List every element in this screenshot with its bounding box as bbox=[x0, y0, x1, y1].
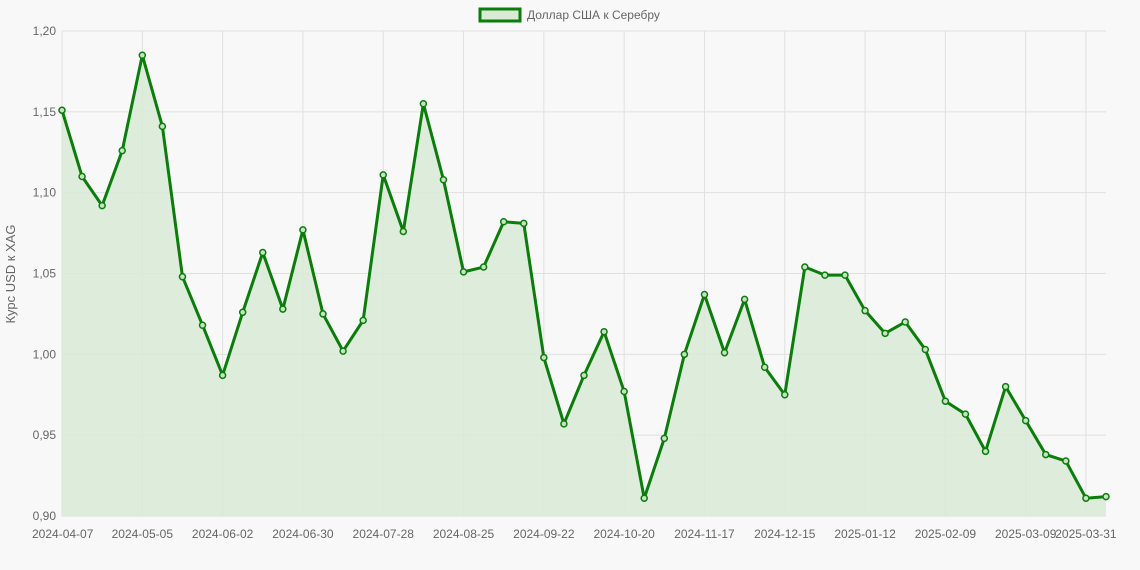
x-tick-label: 2024-12-15 bbox=[754, 527, 816, 541]
x-tick-label: 2025-03-09 bbox=[995, 527, 1057, 541]
data-point[interactable] bbox=[781, 391, 789, 399]
data-point[interactable] bbox=[801, 263, 809, 271]
legend-swatch[interactable] bbox=[478, 7, 522, 23]
data-point[interactable] bbox=[238, 308, 247, 317]
data-point[interactable] bbox=[118, 146, 126, 155]
data-point[interactable] bbox=[98, 201, 106, 210]
x-tick-label: 2024-10-20 bbox=[593, 527, 655, 541]
data-point[interactable] bbox=[178, 272, 187, 281]
x-tick-label: 2025-02-09 bbox=[915, 527, 977, 541]
y-tick-label: 1,10 bbox=[33, 186, 57, 200]
data-point[interactable] bbox=[901, 318, 909, 326]
x-tick-labels: 2024-04-07 2024-05-05 2024-06-02 2024-06-30… bbox=[32, 527, 1117, 541]
data-point[interactable] bbox=[881, 329, 889, 338]
data-point[interactable] bbox=[580, 371, 588, 380]
data-point[interactable] bbox=[1042, 450, 1050, 459]
data-point[interactable] bbox=[821, 271, 829, 279]
data-point[interactable] bbox=[399, 227, 408, 236]
x-tick-label: 2024-11-17 bbox=[674, 527, 735, 541]
point-layer bbox=[58, 51, 1110, 502]
data-point[interactable] bbox=[620, 387, 628, 396]
data-point[interactable] bbox=[1062, 457, 1070, 465]
data-point[interactable] bbox=[760, 363, 769, 372]
data-point[interactable] bbox=[1082, 494, 1090, 502]
data-point[interactable] bbox=[640, 494, 648, 502]
data-point[interactable] bbox=[861, 306, 869, 315]
data-point[interactable] bbox=[720, 348, 729, 357]
data-point[interactable] bbox=[198, 321, 207, 329]
data-point[interactable] bbox=[660, 434, 669, 443]
y-tick-label: 1,00 bbox=[33, 347, 57, 361]
x-tick-label: 2024-06-30 bbox=[272, 527, 334, 541]
data-point[interactable] bbox=[419, 100, 428, 108]
data-point[interactable] bbox=[339, 347, 347, 355]
x-tick-label: 2024-05-05 bbox=[112, 527, 174, 541]
data-point[interactable] bbox=[58, 106, 66, 114]
data-point[interactable] bbox=[941, 397, 950, 405]
data-point[interactable] bbox=[78, 172, 86, 181]
data-point[interactable] bbox=[680, 350, 689, 359]
data-point[interactable] bbox=[540, 353, 548, 362]
data-point[interactable] bbox=[600, 327, 608, 336]
data-point[interactable] bbox=[520, 219, 528, 228]
data-point[interactable] bbox=[921, 345, 930, 354]
y-tick-label: 1,20 bbox=[33, 24, 57, 38]
data-point[interactable] bbox=[299, 226, 307, 234]
series-area bbox=[62, 55, 1106, 516]
data-point[interactable] bbox=[259, 248, 267, 257]
x-tick-label: 2024-09-22 bbox=[513, 527, 575, 541]
data-point[interactable] bbox=[218, 371, 227, 380]
data-point[interactable] bbox=[459, 268, 468, 276]
y-tick-labels: 0,90 0,95 1,00 1,05 1,10 1,15 1,20 bbox=[33, 24, 57, 523]
x-tick-label: 2024-04-07 bbox=[32, 527, 94, 541]
data-point[interactable] bbox=[700, 290, 709, 299]
x-tick-label: 2024-06-02 bbox=[192, 527, 254, 541]
data-point[interactable] bbox=[439, 175, 448, 184]
area-layer bbox=[62, 55, 1106, 516]
data-point[interactable] bbox=[981, 447, 990, 456]
data-point[interactable] bbox=[379, 171, 387, 179]
data-point[interactable] bbox=[319, 310, 327, 318]
data-point[interactable] bbox=[1001, 382, 1010, 391]
data-point[interactable] bbox=[279, 305, 287, 313]
data-point[interactable] bbox=[138, 51, 147, 59]
data-point[interactable] bbox=[740, 295, 749, 304]
y-axis-title: Курс USD к XAG bbox=[3, 224, 18, 323]
data-point[interactable] bbox=[479, 263, 488, 271]
x-tick-label: 2024-07-28 bbox=[353, 527, 415, 541]
y-tick-label: 0,90 bbox=[33, 509, 57, 523]
y-tick-label: 0,95 bbox=[33, 428, 57, 442]
data-point[interactable] bbox=[841, 271, 849, 279]
legend-label[interactable]: Доллар США к Серебру bbox=[527, 8, 660, 22]
x-tick-label: 2025-03-31 bbox=[1055, 527, 1117, 541]
legend[interactable]: Доллар США к Серебру bbox=[478, 7, 660, 23]
y-tick-label: 1,15 bbox=[33, 105, 57, 119]
data-point[interactable] bbox=[560, 420, 568, 428]
x-tick-label: 2024-08-25 bbox=[433, 527, 495, 541]
data-point[interactable] bbox=[961, 410, 970, 418]
data-point[interactable] bbox=[499, 218, 508, 226]
data-point[interactable] bbox=[1021, 416, 1030, 425]
data-point[interactable] bbox=[1102, 492, 1110, 501]
y-tick-label: 1,05 bbox=[33, 267, 57, 281]
x-tick-label: 2025-01-12 bbox=[834, 527, 896, 541]
data-point[interactable] bbox=[158, 122, 167, 131]
data-point[interactable] bbox=[359, 316, 367, 325]
